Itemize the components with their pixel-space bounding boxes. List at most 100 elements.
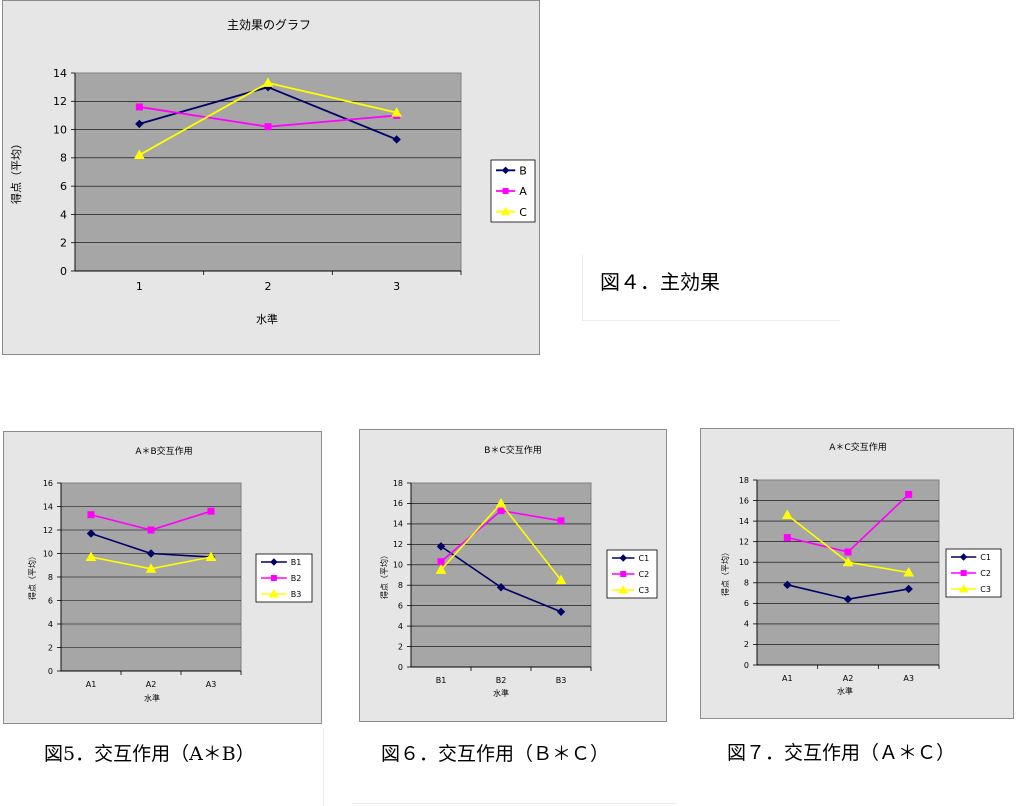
data-point-b	[392, 135, 401, 144]
data-point-c3	[555, 574, 567, 585]
legend-label-c3: C3	[980, 585, 991, 594]
legend-marker	[270, 575, 277, 581]
legend-label-c1: C1	[980, 553, 991, 562]
legend-marker	[618, 584, 629, 594]
legend-label-b1: B1	[291, 558, 302, 567]
x-tick-label: A3	[206, 680, 217, 689]
legend-label-b3: B3	[291, 590, 302, 599]
y-tick-label: 6	[48, 596, 53, 605]
x-tick-label: A2	[843, 674, 854, 683]
y-tick-label: 8	[48, 573, 53, 582]
y-tick-label: 16	[43, 479, 53, 488]
x-axis-label: 水準	[493, 688, 509, 698]
y-tick-label: 16	[393, 499, 403, 508]
y-axis-label: 得点（平均）	[379, 551, 389, 599]
data-point-c3	[903, 566, 915, 577]
data-point-c3	[495, 497, 507, 508]
y-tick-label: 4	[744, 620, 749, 629]
legend-marker	[500, 206, 511, 216]
legend-marker	[270, 558, 278, 566]
y-tick-label: 6	[744, 599, 749, 608]
interaction-bc-chart: B＊C交互作用 0 2 4 6 8 10 12 14 16 18 B1 B2 B3 水準 得点（平均） C1 C2…	[359, 429, 667, 722]
legend-label-c2: C2	[980, 569, 991, 578]
data-point-c1	[556, 607, 566, 617]
data-point-a	[135, 103, 143, 111]
x-tick-label: B1	[436, 676, 447, 685]
caption-divider-vertical	[582, 255, 583, 321]
legend-marker	[958, 583, 969, 593]
data-point-a	[264, 123, 272, 131]
data-point-b1	[146, 549, 156, 558]
data-point-c	[133, 149, 145, 160]
data-point-c3	[781, 509, 793, 519]
legend-marker	[620, 571, 627, 577]
y-tick-label: 2	[744, 640, 749, 649]
legend-label-c: C	[519, 206, 527, 219]
y-tick-label: 10	[739, 558, 749, 567]
page-divider-horizontal	[352, 803, 676, 804]
y-tick-label: 2	[398, 642, 403, 651]
x-tick-label: 1	[136, 280, 143, 293]
interaction-ab-chart: A＊B交互作用 0 2 4 6 8 10 12 14 16 A1 A2 A3 水準 得点（平均） B1 B2 B3	[3, 431, 322, 724]
y-tick-label: 2	[48, 643, 53, 652]
legend-label-a: A	[519, 185, 527, 198]
data-point-c3	[842, 556, 854, 567]
legend-marker	[959, 553, 968, 561]
y-tick-label: 0	[48, 667, 53, 676]
y-tick-label: 10	[43, 549, 53, 558]
y-tick-label: 0	[60, 265, 67, 278]
interaction-ac-caption: 図７．交互作用（Ａ＊Ｃ）	[727, 742, 956, 764]
data-point-c2	[844, 548, 852, 556]
y-tick-label: 12	[43, 526, 53, 535]
y-tick-label: 10	[53, 123, 67, 136]
legend-label-b2: B2	[291, 574, 302, 583]
interaction-bc-caption: 図６．交互作用（Ｂ＊Ｃ）	[381, 743, 610, 765]
x-tick-label: B3	[556, 676, 567, 685]
data-point-b2	[87, 511, 95, 519]
data-point-c1	[783, 580, 792, 590]
data-point-c1	[496, 583, 506, 592]
chart-title: A＊C交互作用	[829, 441, 886, 453]
data-point-c	[262, 77, 274, 87]
y-tick-label: 8	[744, 579, 749, 588]
x-tick-label: B2	[496, 676, 507, 685]
data-point-c2	[783, 534, 791, 542]
y-tick-label: 8	[398, 581, 403, 590]
y-tick-label: 12	[53, 95, 67, 108]
legend-label-b: B	[519, 165, 527, 178]
caption-divider-horizontal	[582, 320, 840, 321]
y-tick-label: 18	[739, 476, 749, 485]
chart-svg: B＊C交互作用 0 2 4 6 8 10 12 14 16 18 B1 B2 B3 水準 得点（平均） C1 C2…	[379, 444, 658, 698]
chart-svg: A＊C交互作用 0 2 4 6 8 10 12 14 16 18 A1 A2 A3 水準 得点（平均） C1 C2…	[720, 441, 1002, 696]
data-point-c3	[435, 564, 447, 574]
data-point-b1	[86, 529, 96, 538]
interaction-ac-chart: A＊C交互作用 0 2 4 6 8 10 12 14 16 18 A1 A2 A3 水準 得点（平均） C1 C2…	[700, 428, 1014, 719]
x-tick-label: A2	[146, 680, 157, 689]
y-axis-label: 得点（平均）	[10, 138, 23, 204]
chart-svg: A＊B交互作用 0 2 4 6 8 10 12 14 16 A1 A2 A3 水準 得点（平均） B1 B2 B3	[27, 445, 313, 703]
data-point-c2	[557, 517, 565, 525]
data-point-c2	[437, 558, 445, 566]
data-point-c2	[497, 507, 505, 515]
y-tick-label: 14	[53, 67, 67, 80]
main-effects-chart: 主効果のグラフ 0 2 4 6 8 10 12 14 1 2 3 水準 得点（平均） B A C	[2, 0, 540, 355]
data-point-b2	[147, 526, 155, 534]
x-tick-label: 2	[265, 280, 272, 293]
y-tick-label: 4	[48, 620, 53, 629]
data-point-c	[391, 107, 403, 117]
x-tick-label: A1	[782, 674, 793, 683]
data-point-b	[135, 119, 144, 129]
y-tick-label: 0	[398, 663, 403, 672]
y-tick-label: 16	[739, 496, 749, 505]
data-point-c1	[436, 542, 446, 551]
data-point-b2	[207, 507, 215, 515]
legend-marker	[619, 554, 627, 562]
data-point-b3	[205, 551, 217, 562]
legend-marker	[502, 188, 509, 194]
legend-marker	[501, 166, 510, 175]
y-tick-label: 8	[60, 152, 67, 165]
y-axis-label: 得点（平均）	[720, 548, 730, 596]
x-tick-label: 3	[393, 280, 400, 293]
main-effects-caption: 図４．主効果	[600, 270, 720, 294]
